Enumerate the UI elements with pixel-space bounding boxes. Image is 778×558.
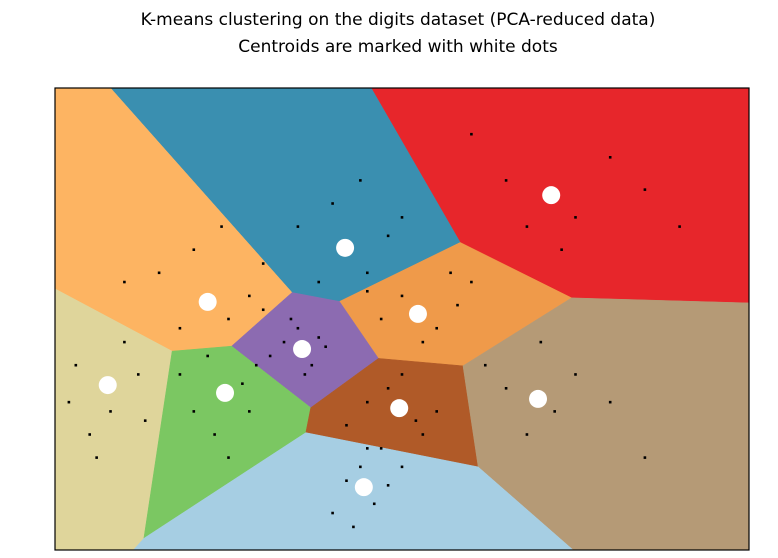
- centroid: [98, 376, 117, 395]
- data-point: [643, 456, 647, 459]
- data-point: [296, 225, 300, 228]
- data-point: [678, 225, 681, 228]
- data-point: [525, 433, 529, 436]
- centroid: [408, 304, 427, 323]
- data-point: [400, 294, 404, 298]
- data-point: [379, 447, 383, 450]
- data-point: [289, 317, 293, 321]
- data-point: [366, 289, 369, 293]
- data-point: [248, 410, 251, 413]
- data-point: [303, 373, 307, 376]
- data-point: [386, 234, 390, 238]
- data-point: [324, 345, 327, 349]
- centroid: [542, 186, 561, 205]
- data-point: [366, 447, 369, 450]
- data-point: [400, 465, 404, 469]
- data-point: [331, 511, 334, 515]
- data-point: [366, 400, 369, 404]
- data-point: [74, 363, 78, 367]
- data-point: [608, 400, 612, 404]
- data-point: [248, 294, 251, 298]
- centroids: [98, 186, 561, 497]
- data-point: [227, 456, 230, 459]
- data-point: [400, 373, 404, 376]
- data-point: [109, 410, 112, 413]
- chart-title: K-means clustering on the digits dataset…: [141, 10, 656, 30]
- data-point: [553, 410, 556, 413]
- data-point: [372, 502, 376, 506]
- data-point: [296, 326, 300, 330]
- data-point: [206, 354, 209, 358]
- plot-frame: [54, 87, 750, 551]
- data-point: [504, 387, 508, 390]
- data-point: [643, 188, 647, 191]
- data-point: [421, 433, 425, 436]
- data-point: [483, 363, 487, 367]
- chart-subtitle: Centroids are marked with white dots: [238, 37, 558, 57]
- data-point: [136, 373, 140, 376]
- data-point: [386, 484, 390, 487]
- data-point: [178, 373, 182, 376]
- centroid: [390, 399, 409, 418]
- data-point: [67, 400, 71, 404]
- data-point: [574, 373, 577, 376]
- data-point: [213, 433, 216, 436]
- data-point: [345, 479, 348, 482]
- data-point: [504, 179, 508, 182]
- data-point: [470, 132, 473, 136]
- centroid: [216, 383, 235, 402]
- centroid: [529, 389, 548, 408]
- data-point: [560, 248, 563, 251]
- data-point: [157, 271, 161, 275]
- data-point: [261, 308, 265, 312]
- data-point: [227, 317, 230, 321]
- data-point: [143, 419, 147, 422]
- centroid: [198, 292, 217, 311]
- data-point: [456, 303, 459, 307]
- data-point: [379, 317, 383, 321]
- data-point: [123, 340, 126, 344]
- data-point: [317, 336, 321, 339]
- data-point: [220, 225, 223, 228]
- data-point: [192, 248, 196, 251]
- regions: [54, 87, 750, 551]
- data-point: [435, 326, 438, 330]
- data-point: [88, 433, 91, 436]
- data-point: [470, 280, 473, 284]
- data-point: [95, 456, 98, 459]
- data-point: [192, 410, 196, 413]
- data-point: [331, 202, 334, 205]
- data-point: [352, 525, 355, 529]
- data-point: [608, 156, 612, 159]
- data-point: [345, 423, 348, 427]
- data-point: [574, 216, 577, 219]
- data-point: [123, 280, 126, 284]
- data-point: [241, 382, 244, 385]
- data-point: [525, 225, 529, 228]
- data-point: [366, 271, 369, 275]
- data-point: [261, 262, 265, 265]
- data-point: [400, 216, 404, 219]
- data-point: [435, 410, 438, 413]
- data-point: [539, 340, 543, 344]
- data-point: [421, 340, 425, 344]
- data-point: [414, 419, 418, 422]
- data-point: [449, 271, 452, 275]
- data-point: [386, 387, 390, 390]
- data-point: [282, 340, 286, 344]
- data-point: [178, 326, 182, 330]
- data-point: [359, 465, 362, 469]
- centroid: [354, 478, 373, 497]
- data-point: [268, 354, 272, 358]
- points: [67, 132, 681, 529]
- data-point: [359, 179, 362, 182]
- centroid: [336, 238, 355, 257]
- data-point: [310, 363, 314, 367]
- data-point: [317, 280, 321, 284]
- data-point: [254, 363, 258, 367]
- centroid: [293, 340, 312, 359]
